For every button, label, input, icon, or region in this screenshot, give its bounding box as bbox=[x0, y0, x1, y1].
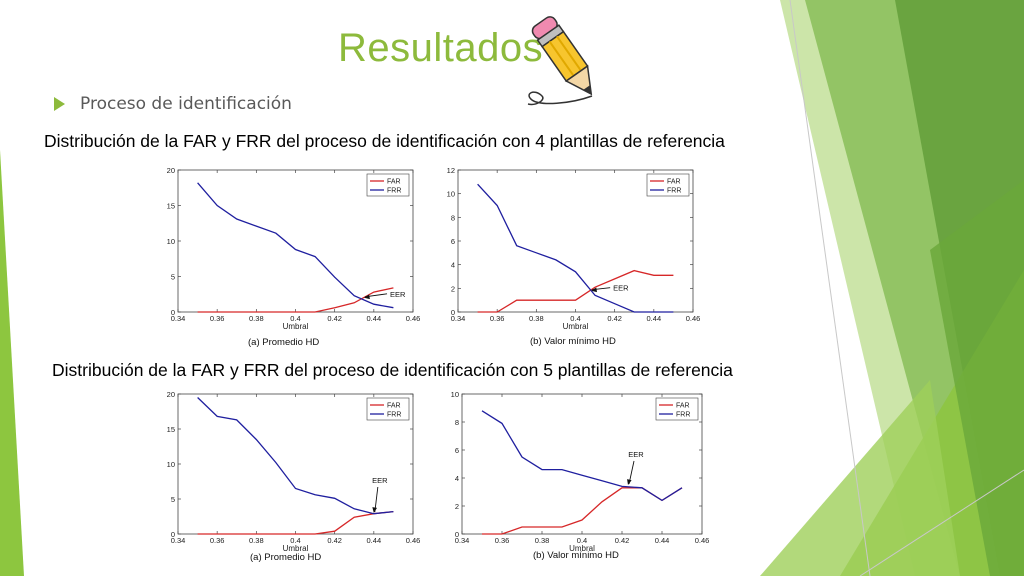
x-tick-label: 0.34 bbox=[455, 536, 470, 545]
series-line-frr bbox=[481, 410, 683, 502]
series-line-frr bbox=[477, 183, 674, 313]
y-tick-label: 8 bbox=[455, 418, 459, 427]
chart-5-promedio-hd: 0 5 10 15 20 0.34 0.36 0.38 0.4 0.42 0.44 0.46 Umbra… bbox=[167, 390, 421, 552]
x-tick-label: 0.44 bbox=[367, 314, 382, 323]
series-line-far bbox=[477, 269, 674, 313]
x-tick-label: 0.36 bbox=[490, 314, 505, 323]
x-axis-label: Umbral bbox=[569, 544, 595, 552]
bullet-text: Proceso de identificación bbox=[80, 94, 292, 114]
y-tick-label: 5 bbox=[171, 495, 175, 504]
section-heading-4-templates: Distribución de la FAR y FRR del proceso… bbox=[44, 131, 725, 151]
pencil-icon bbox=[527, 16, 593, 106]
chart-5-valor-minimo-hd: 0 2 4 6 8 10 0.34 0.36 0.38 0.4 0.42 0.44 0.46 Umbral… bbox=[451, 390, 710, 552]
section-heading-5-templates: Distribución de la FAR y FRR del proceso… bbox=[52, 360, 733, 380]
x-tick-label: 0.38 bbox=[535, 536, 550, 545]
right-green-wedge bbox=[930, 180, 1024, 576]
chart-caption: (b) Valor mínimo HD bbox=[530, 336, 616, 347]
x-tick-label: 0.36 bbox=[210, 314, 225, 323]
eer-arrow-head bbox=[364, 294, 370, 300]
bottom-green-wedge bbox=[760, 380, 960, 576]
y-tick-label: 10 bbox=[451, 390, 459, 399]
left-green-sliver bbox=[0, 150, 24, 576]
x-tick-label: 0.46 bbox=[406, 314, 421, 323]
chart-caption: (a) Promedio HD bbox=[248, 337, 320, 348]
chart-4-promedio-hd: 0 5 10 15 20 0.34 0.36 0.38 0.4 0.42 0.44 0.46 Umbra… bbox=[167, 166, 421, 330]
y-tick-label: 10 bbox=[447, 190, 455, 199]
x-tick-label: 0.34 bbox=[451, 314, 466, 323]
legend-entry-frr: FRR bbox=[676, 412, 690, 419]
x-tick-label: 0.4 bbox=[290, 314, 300, 323]
eer-arrow-head bbox=[591, 287, 597, 293]
legend-entry-far: FAR bbox=[667, 179, 681, 186]
x-tick-label: 0.34 bbox=[171, 314, 186, 323]
series-line-frr bbox=[197, 397, 394, 515]
y-tick-label: 10 bbox=[167, 237, 175, 246]
eer-label: EER bbox=[613, 284, 629, 293]
y-tick-label: 5 bbox=[171, 273, 175, 282]
x-axis-label: Umbral bbox=[283, 322, 309, 330]
y-tick-label: 4 bbox=[451, 261, 455, 270]
y-tick-label: 0 bbox=[171, 308, 175, 317]
series-line-far bbox=[197, 510, 394, 535]
legend-entry-frr: FRR bbox=[387, 412, 401, 419]
x-tick-label: 0.38 bbox=[249, 536, 264, 545]
legend-entry-far: FAR bbox=[387, 179, 401, 186]
x-tick-label: 0.42 bbox=[327, 314, 342, 323]
x-tick-label: 0.46 bbox=[695, 536, 710, 545]
y-tick-label: 8 bbox=[451, 213, 455, 222]
eer-arrow-head bbox=[372, 507, 377, 513]
x-tick-label: 0.34 bbox=[171, 536, 186, 545]
x-axis-label: Umbral bbox=[283, 544, 309, 552]
y-tick-label: 6 bbox=[455, 446, 459, 455]
x-tick-label: 0.4 bbox=[290, 536, 300, 545]
x-tick-label: 0.36 bbox=[495, 536, 510, 545]
legend-entry-frr: FRR bbox=[667, 188, 681, 195]
y-tick-label: 20 bbox=[167, 166, 175, 175]
x-tick-label: 0.38 bbox=[529, 314, 544, 323]
x-tick-label: 0.4 bbox=[570, 314, 580, 323]
legend-entry-frr: FRR bbox=[387, 188, 401, 195]
x-axis-label: Umbral bbox=[563, 322, 589, 330]
x-tick-label: 0.42 bbox=[615, 536, 630, 545]
slide-title: Resultados bbox=[338, 26, 544, 70]
chart-4-valor-minimo-hd: 0 2 4 6 8 10 12 0.34 0.36 0.38 0.4 0.42 0.44 0.46 Umbr… bbox=[447, 166, 701, 330]
y-tick-label: 4 bbox=[455, 474, 459, 483]
decor-line-1 bbox=[789, 0, 871, 576]
y-tick-label: 0 bbox=[455, 530, 459, 539]
x-tick-label: 0.4 bbox=[577, 536, 587, 545]
x-tick-label: 0.44 bbox=[367, 536, 382, 545]
chart-caption: (b) Valor mínimo HD bbox=[533, 550, 619, 561]
decor-line-2 bbox=[859, 469, 1024, 576]
x-tick-label: 0.46 bbox=[406, 536, 421, 545]
series-line-frr bbox=[197, 182, 394, 309]
y-tick-label: 15 bbox=[167, 425, 175, 434]
triangle-bullet-icon bbox=[54, 97, 65, 111]
legend-entry-far: FAR bbox=[676, 403, 690, 410]
x-tick-label: 0.44 bbox=[655, 536, 670, 545]
y-tick-label: 6 bbox=[451, 237, 455, 246]
x-tick-label: 0.42 bbox=[607, 314, 622, 323]
eer-arrow-head bbox=[627, 479, 632, 485]
y-tick-label: 20 bbox=[167, 390, 175, 399]
y-tick-label: 12 bbox=[447, 166, 455, 175]
y-tick-label: 0 bbox=[451, 308, 455, 317]
eer-label: EER bbox=[628, 450, 644, 459]
chart-caption: (a) Promedio HD bbox=[250, 552, 322, 563]
x-tick-label: 0.44 bbox=[647, 314, 662, 323]
x-tick-label: 0.36 bbox=[210, 536, 225, 545]
x-tick-label: 0.42 bbox=[327, 536, 342, 545]
y-tick-label: 2 bbox=[451, 284, 455, 293]
y-tick-label: 10 bbox=[167, 460, 175, 469]
y-tick-label: 0 bbox=[171, 530, 175, 539]
y-tick-label: 15 bbox=[167, 202, 175, 211]
x-tick-label: 0.38 bbox=[249, 314, 264, 323]
eer-label: EER bbox=[390, 290, 406, 299]
legend-entry-far: FAR bbox=[387, 403, 401, 410]
y-tick-label: 2 bbox=[455, 502, 459, 511]
x-tick-label: 0.46 bbox=[686, 314, 701, 323]
eer-label: EER bbox=[372, 476, 388, 485]
